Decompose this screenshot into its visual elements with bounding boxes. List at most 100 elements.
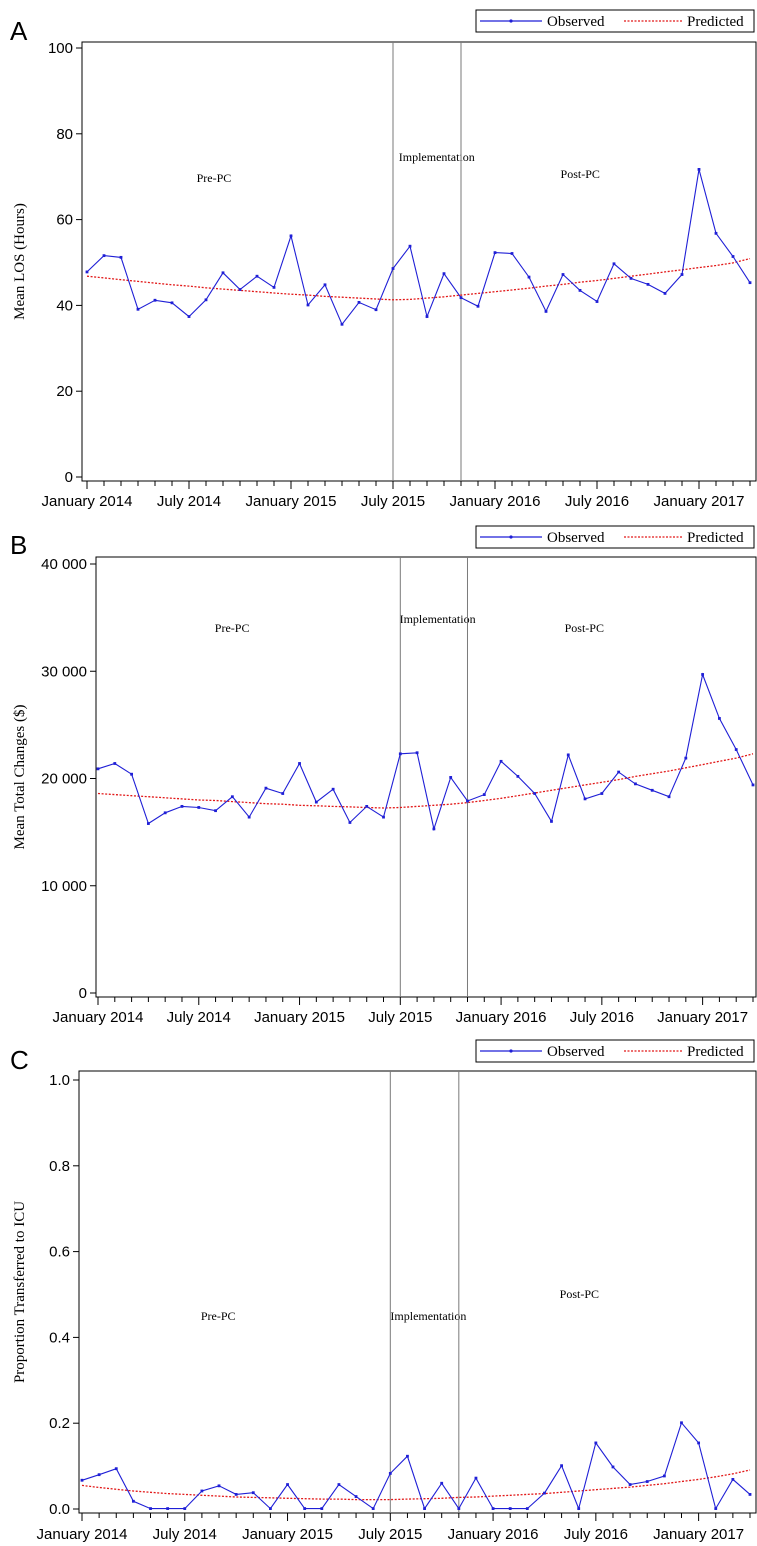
observed-point xyxy=(634,782,637,786)
observed-point xyxy=(527,275,531,279)
phase-label-implementation: Implementation xyxy=(390,1309,466,1323)
observed-point xyxy=(357,300,361,304)
phase-label-post-pc: Post-PC xyxy=(565,621,604,635)
series-observed-line xyxy=(81,1421,751,1511)
y-tick-label: 40 000 xyxy=(41,556,87,573)
observed-point xyxy=(714,231,718,235)
x-tick-label: July 2016 xyxy=(564,1526,628,1543)
observed-point xyxy=(269,1507,272,1510)
legend-b: Observed Predicted xyxy=(475,525,755,549)
x-tick-label: January 2014 xyxy=(42,493,133,510)
observed-point xyxy=(388,1471,392,1475)
observed-point xyxy=(281,792,285,795)
phase-label-implementation: Implementation xyxy=(399,150,475,164)
observed-point xyxy=(680,1421,683,1425)
legend-observed-label: Observed xyxy=(547,1044,605,1060)
observed-point xyxy=(516,774,520,778)
panel-a: A Observed Predicted Mean LOS (Hours) Pr… xyxy=(10,9,757,510)
y-axis-label-c: Proportion Transferred to ICU xyxy=(12,1201,28,1383)
observed-point xyxy=(415,751,419,755)
observed-point xyxy=(183,1507,187,1510)
x-tick-label: July 2014 xyxy=(157,493,221,510)
observed-point xyxy=(508,1507,512,1510)
series-observed-line xyxy=(97,672,754,831)
observed-point xyxy=(131,1499,135,1503)
y-tick-label: 30 000 xyxy=(41,663,87,680)
observed-point xyxy=(493,251,497,255)
observed-point xyxy=(272,285,276,289)
y-tick-label: 60 xyxy=(56,212,73,229)
observed-point xyxy=(577,1507,581,1510)
observed-point xyxy=(423,1507,426,1510)
observed-point xyxy=(482,793,486,796)
x-tick-label: January 2015 xyxy=(246,493,337,510)
observed-point xyxy=(320,1507,324,1510)
observed-point xyxy=(200,1489,204,1493)
y-tick-label: 20 000 xyxy=(41,771,87,788)
phase-label-pre-pc: Pre-PC xyxy=(201,1309,236,1323)
series-observed-line xyxy=(86,169,751,326)
x-tick-label: January 2014 xyxy=(53,1009,144,1026)
x-tick-label: July 2014 xyxy=(167,1009,231,1026)
observed-point xyxy=(85,270,89,274)
observed-point xyxy=(114,1467,118,1471)
observed-point xyxy=(544,310,548,313)
legend-observed-marker xyxy=(509,19,513,23)
observed-point xyxy=(583,797,587,801)
observed-point xyxy=(734,748,738,751)
observed-point xyxy=(251,1491,255,1495)
plot-frame xyxy=(81,41,757,482)
observed-point xyxy=(697,1441,701,1445)
observed-point xyxy=(337,1483,341,1486)
observed-point xyxy=(617,770,621,774)
observed-point xyxy=(628,1483,632,1486)
observed-point xyxy=(466,799,469,803)
observed-point xyxy=(255,274,259,278)
observed-point xyxy=(306,303,310,307)
observed-point xyxy=(684,756,688,760)
observed-point xyxy=(550,820,553,823)
observed-point xyxy=(406,1454,409,1458)
observed-point xyxy=(136,307,140,311)
observed-point xyxy=(600,792,604,795)
observed-point xyxy=(170,301,174,305)
observed-point xyxy=(650,788,654,792)
observed-point xyxy=(543,1491,546,1495)
observed-point xyxy=(391,267,395,270)
y-tick-label: 0 xyxy=(79,985,87,1002)
observed-point xyxy=(697,168,701,171)
x-tick-label: July 2015 xyxy=(361,493,425,510)
phase-label-post-pc: Post-PC xyxy=(560,1287,599,1301)
observed-point xyxy=(459,296,463,300)
legend-observed-label: Observed xyxy=(547,14,605,30)
observed-point xyxy=(667,795,671,799)
legend-box xyxy=(475,9,755,33)
legend-observed-marker xyxy=(509,1049,513,1053)
observed-point xyxy=(204,298,208,302)
x-tick-label: January 2016 xyxy=(450,493,541,510)
observed-point xyxy=(340,322,344,326)
observed-point xyxy=(365,804,369,808)
observed-point xyxy=(149,1507,152,1510)
plot-frame xyxy=(78,1070,757,1514)
y-tick-label: 0.6 xyxy=(49,1244,70,1261)
observed-point xyxy=(499,759,503,763)
x-tick-label: January 2016 xyxy=(456,1009,547,1026)
legend-observed-marker xyxy=(509,535,513,539)
observed-point xyxy=(476,304,480,308)
observed-point xyxy=(748,281,752,285)
y-tick-label: 0.2 xyxy=(49,1415,70,1432)
observed-point xyxy=(180,804,184,808)
y-tick-label: 0.0 xyxy=(49,1501,70,1518)
panel-label-b: B xyxy=(10,530,27,560)
observed-point xyxy=(611,1465,615,1469)
observed-point xyxy=(323,283,327,287)
observed-point xyxy=(714,1507,718,1510)
observed-point xyxy=(166,1507,170,1510)
x-tick-label: July 2014 xyxy=(153,1526,217,1543)
observed-point xyxy=(96,767,100,771)
observed-point xyxy=(286,1483,289,1486)
observed-point xyxy=(425,315,429,318)
x-tick-label: January 2015 xyxy=(254,1009,345,1026)
